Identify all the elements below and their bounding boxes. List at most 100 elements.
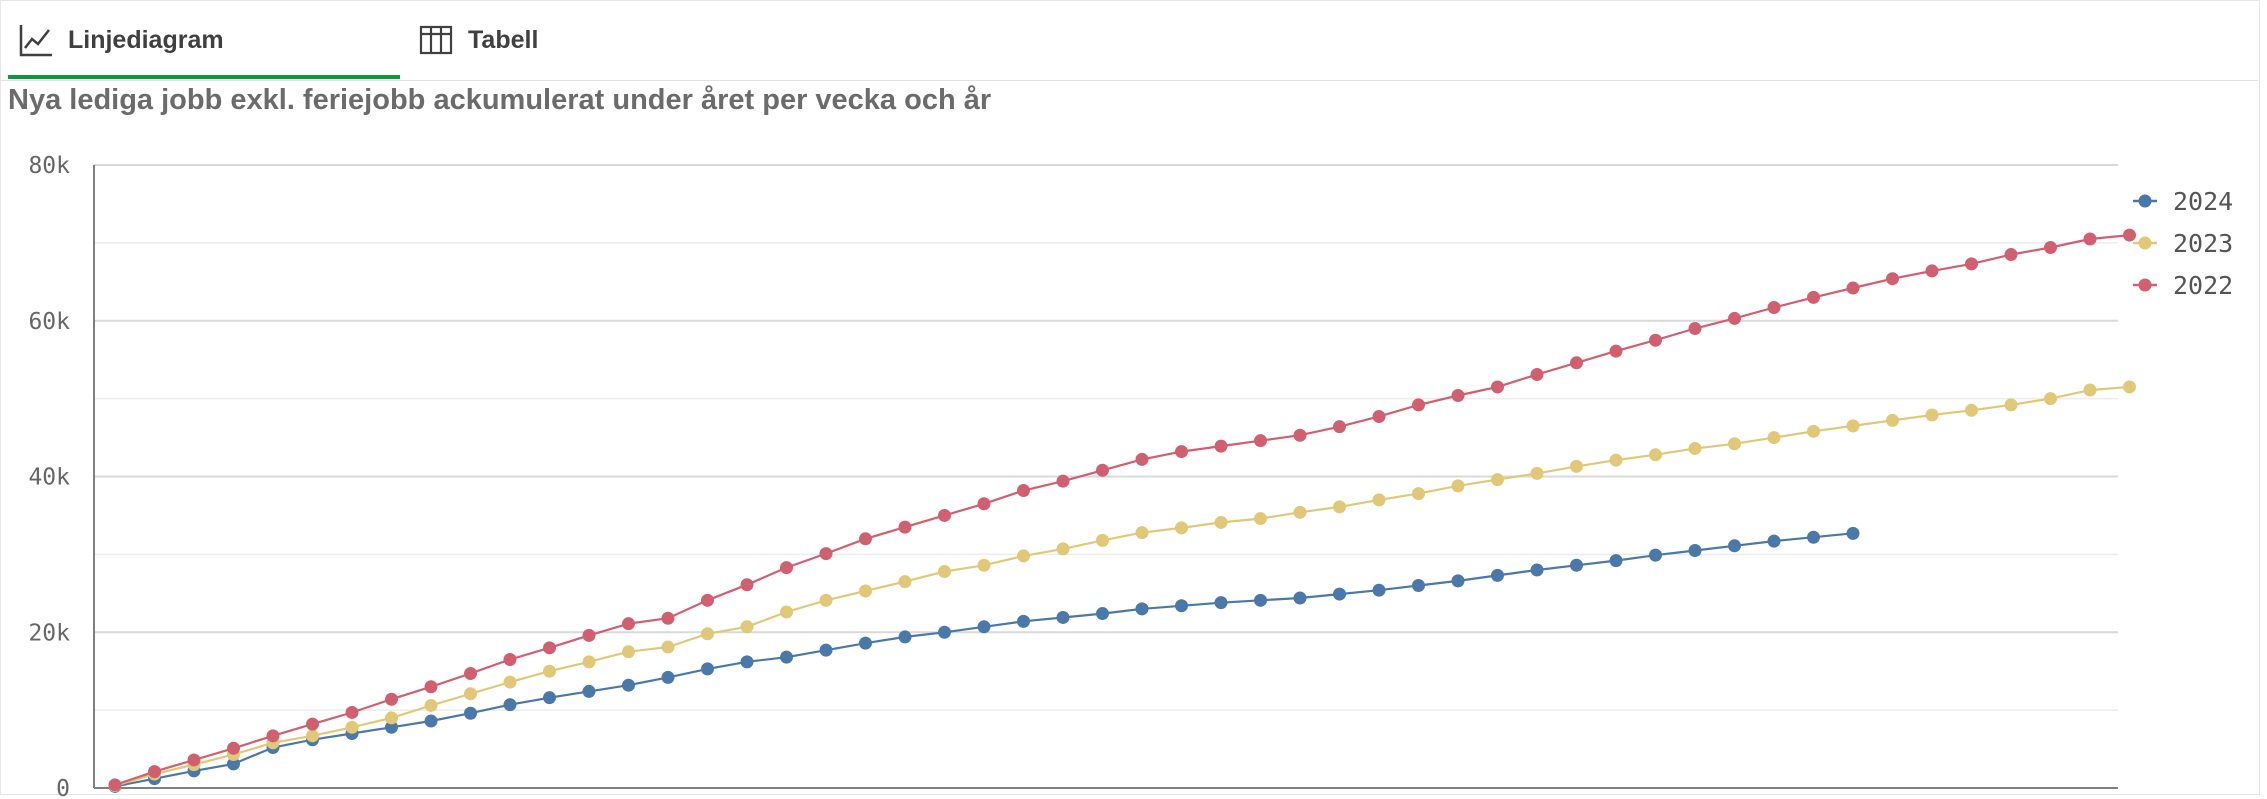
data-point[interactable] <box>1372 493 1386 507</box>
data-point[interactable] <box>385 711 398 725</box>
data-point[interactable] <box>1846 419 1860 433</box>
data-point[interactable] <box>819 643 833 657</box>
data-point[interactable] <box>1214 439 1228 453</box>
data-point[interactable] <box>1254 434 1267 448</box>
legend-item-2023[interactable]: 2023 <box>2133 229 2233 258</box>
data-point[interactable] <box>266 729 280 743</box>
data-point[interactable] <box>543 664 556 678</box>
data-point[interactable] <box>1451 479 1465 493</box>
data-point[interactable] <box>740 578 754 592</box>
data-point[interactable] <box>1846 281 1860 295</box>
data-point[interactable] <box>1491 473 1504 487</box>
data-point[interactable] <box>938 625 951 639</box>
data-point[interactable] <box>780 605 793 619</box>
data-point[interactable] <box>1491 568 1504 582</box>
data-point[interactable] <box>1925 264 1939 278</box>
data-point[interactable] <box>1017 484 1030 498</box>
data-point[interactable] <box>1491 380 1504 394</box>
data-point[interactable] <box>1056 542 1070 556</box>
data-point[interactable] <box>622 617 635 631</box>
data-point[interactable] <box>306 717 319 731</box>
data-point[interactable] <box>543 691 556 705</box>
data-point[interactable] <box>1649 448 1662 462</box>
data-point[interactable] <box>1254 512 1267 526</box>
data-point[interactable] <box>938 565 951 579</box>
data-point[interactable] <box>1412 398 1425 412</box>
data-point[interactable] <box>1254 593 1267 607</box>
series-2023[interactable] <box>108 380 2137 793</box>
data-point[interactable] <box>1609 344 1623 358</box>
data-point[interactable] <box>898 575 912 589</box>
data-point[interactable] <box>1886 272 1899 286</box>
data-point[interactable] <box>424 698 438 712</box>
data-point[interactable] <box>464 706 477 720</box>
data-point[interactable] <box>1135 526 1149 540</box>
data-point[interactable] <box>780 561 793 575</box>
data-point[interactable] <box>1214 596 1228 610</box>
data-point[interactable] <box>385 692 398 706</box>
data-point[interactable] <box>1017 614 1030 628</box>
data-point[interactable] <box>701 593 714 607</box>
data-point[interactable] <box>740 655 754 669</box>
data-point[interactable] <box>1649 548 1662 562</box>
data-point[interactable] <box>503 653 517 667</box>
data-point[interactable] <box>622 678 635 692</box>
series-layer[interactable] <box>108 228 2137 793</box>
data-point[interactable] <box>1767 431 1781 445</box>
data-point[interactable] <box>1688 543 1702 557</box>
data-point[interactable] <box>1293 428 1307 442</box>
data-point[interactable] <box>2123 380 2136 394</box>
data-point[interactable] <box>938 508 951 522</box>
data-point[interactable] <box>1214 515 1228 529</box>
data-point[interactable] <box>345 705 359 719</box>
data-point[interactable] <box>661 670 675 684</box>
data-point[interactable] <box>1096 463 1109 477</box>
data-point[interactable] <box>2044 241 2057 255</box>
data-point[interactable] <box>1728 539 1741 553</box>
tab-table[interactable]: Tabell <box>418 0 718 80</box>
data-point[interactable] <box>1767 534 1781 548</box>
data-point[interactable] <box>345 720 359 734</box>
data-point[interactable] <box>1372 583 1386 597</box>
data-point[interactable] <box>582 684 596 698</box>
data-point[interactable] <box>898 630 912 644</box>
legend[interactable]: 2024 2023 2022 <box>2133 187 2233 300</box>
tab-line-chart[interactable]: Linjediagram <box>18 0 400 80</box>
data-point[interactable] <box>503 698 517 712</box>
data-point[interactable] <box>1530 563 1544 577</box>
data-point[interactable] <box>1688 441 1702 455</box>
data-point[interactable] <box>227 757 240 771</box>
data-point[interactable] <box>780 650 793 664</box>
data-point[interactable] <box>108 778 122 792</box>
data-point[interactable] <box>1451 574 1465 588</box>
data-point[interactable] <box>187 753 201 767</box>
data-point[interactable] <box>1293 591 1307 605</box>
data-point[interactable] <box>1056 474 1070 488</box>
data-point[interactable] <box>1609 554 1623 568</box>
data-point[interactable] <box>2083 383 2097 397</box>
data-point[interactable] <box>1175 445 1188 459</box>
data-point[interactable] <box>1649 333 1662 347</box>
data-point[interactable] <box>819 593 833 607</box>
data-point[interactable] <box>622 645 635 659</box>
data-point[interactable] <box>1175 521 1188 535</box>
legend-item-2022[interactable]: 2022 <box>2133 271 2233 300</box>
data-point[interactable] <box>1451 389 1465 403</box>
data-point[interactable] <box>859 584 872 598</box>
data-point[interactable] <box>977 558 991 572</box>
data-point[interactable] <box>1570 558 1583 572</box>
legend-item-2024[interactable]: 2024 <box>2133 187 2233 216</box>
data-point[interactable] <box>582 628 596 642</box>
data-point[interactable] <box>898 520 912 534</box>
data-point[interactable] <box>1728 311 1741 325</box>
data-point[interactable] <box>740 620 754 634</box>
data-point[interactable] <box>385 720 398 734</box>
data-point[interactable] <box>1965 403 1978 417</box>
data-point[interactable] <box>1017 549 1030 563</box>
data-point[interactable] <box>1925 408 1939 422</box>
data-point[interactable] <box>977 620 991 634</box>
data-point[interactable] <box>1333 420 1346 434</box>
data-point[interactable] <box>859 532 872 546</box>
data-point[interactable] <box>543 641 556 655</box>
data-point[interactable] <box>227 741 240 755</box>
